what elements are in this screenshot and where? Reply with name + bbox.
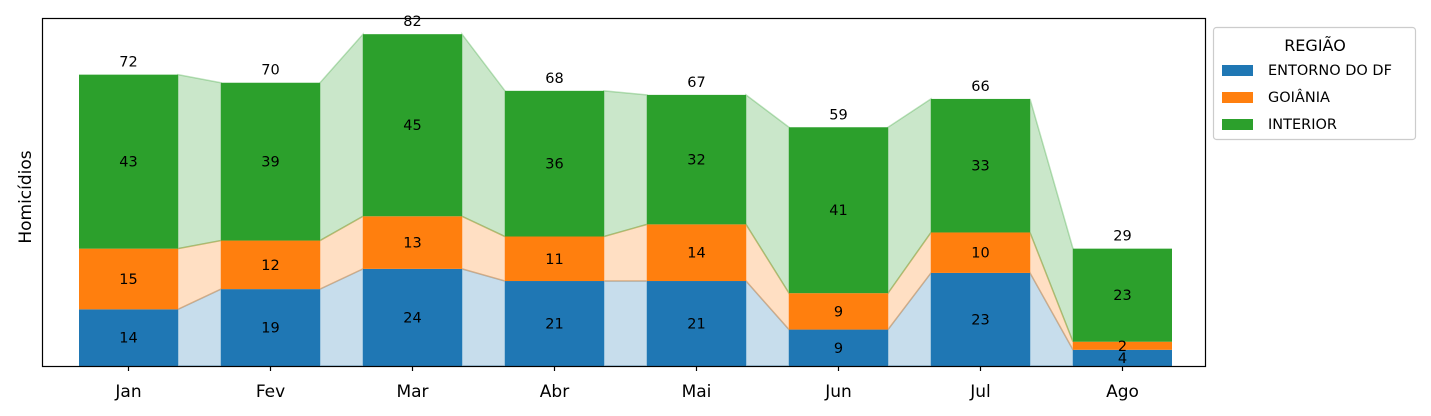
bar-segment (363, 34, 462, 217)
total-value-label: 82 (403, 14, 421, 30)
segment-value-label: 33 (971, 159, 989, 175)
x-axis-ticks: Jan Fev Mar Abr Mai Jun Jul Ago (114, 366, 1139, 402)
segment-value-label: 4 (1118, 351, 1127, 367)
legend-entry-label: INTERIOR (1268, 117, 1337, 133)
total-value-label: 70 (261, 63, 279, 79)
legend-swatch (1222, 119, 1253, 130)
legend-title: REGIÃO (1284, 36, 1346, 55)
connector-area-2-1 (319, 32, 364, 242)
segment-value-label: 9 (834, 304, 843, 320)
segment-value-label: 2 (1118, 339, 1127, 355)
bar-segment (789, 127, 888, 294)
bar-segment (221, 82, 320, 241)
segment-value-label: 11 (545, 252, 563, 268)
total-value-label: 66 (971, 79, 989, 95)
legend-entry-label: ENTORNO DO DF (1268, 63, 1392, 79)
legend-frame (1212, 26, 1417, 141)
segment-value-label: 39 (261, 155, 279, 171)
x-tick-label: Jun (824, 382, 852, 402)
bar-segment (789, 293, 888, 330)
segment-value-label: 21 (687, 317, 705, 333)
segment-value-label: 36 (545, 157, 563, 173)
segment-value-label: 43 (119, 155, 137, 171)
bar-segment (221, 240, 320, 290)
x-tick-label: Abr (540, 382, 569, 402)
bar-segment (505, 281, 604, 366)
legend: REGIÃO ENTORNO DO DF GOIÂNIA INTERIOR (1212, 26, 1417, 141)
x-tick-label: Mai (682, 382, 712, 402)
bar-segment (505, 236, 604, 282)
bar-segment (221, 289, 320, 366)
x-tick-label: Fev (256, 382, 285, 402)
x-tick-label: Jul (969, 382, 991, 402)
bar-segment (931, 272, 1030, 366)
segment-value-label: 21 (545, 317, 563, 333)
connecting-areas (177, 31, 1074, 367)
total-value-label: 67 (687, 75, 705, 91)
total-value-label: 72 (119, 55, 137, 71)
segment-value-label: 24 (403, 310, 421, 326)
segment-value-label: 41 (829, 203, 847, 219)
bar-segment (363, 216, 462, 269)
bar-segment (1073, 349, 1172, 366)
bar-segment (931, 98, 1030, 233)
segment-value-label: 19 (261, 321, 279, 337)
bar-segment (505, 90, 604, 237)
bar-segment (789, 329, 888, 366)
connector-area-2-2 (461, 31, 506, 238)
connector-area-0-2 (461, 267, 506, 367)
connector-area-0-3 (603, 280, 648, 367)
bar-segment (931, 232, 1030, 273)
segment-value-label: 14 (687, 246, 705, 262)
legend-swatch (1222, 65, 1253, 76)
bar-segment (647, 224, 746, 282)
x-tick-label: Mar (396, 382, 428, 402)
segment-value-label: 14 (119, 331, 137, 347)
bar-segment (79, 309, 178, 366)
bar-segment (1073, 248, 1172, 342)
segment-value-label: 23 (971, 312, 989, 328)
segment-value-label: 9 (834, 341, 843, 357)
x-tick-label: Jan (114, 382, 141, 402)
total-value-label: 59 (829, 107, 847, 123)
segment-value-label: 45 (403, 118, 421, 134)
segment-value-label: 32 (687, 153, 705, 169)
bars (79, 34, 1172, 366)
connector-area-2-0 (177, 73, 222, 250)
bar-segment (647, 281, 746, 366)
connector-area-2-3 (603, 90, 648, 238)
bar-segment (363, 268, 462, 366)
y-axis-label: Homicídios (16, 150, 36, 243)
segment-value-label: 13 (403, 236, 421, 252)
bar-segment (647, 94, 746, 225)
legend-entry-label: GOIÂNIA (1268, 88, 1330, 106)
total-value-label: 29 (1113, 229, 1131, 245)
bar-segment (1073, 341, 1172, 350)
segment-value-label: 15 (119, 272, 137, 288)
plot-frame (41, 17, 1207, 368)
total-value-label: 68 (545, 71, 563, 87)
segment-value-label: 10 (971, 246, 989, 262)
bar-segment (79, 248, 178, 310)
segment-value-label: 12 (261, 258, 279, 274)
bar-segment (79, 74, 178, 249)
legend-swatch (1222, 92, 1253, 103)
segment-value-label: 23 (1113, 288, 1131, 304)
x-tick-label: Ago (1106, 382, 1139, 402)
